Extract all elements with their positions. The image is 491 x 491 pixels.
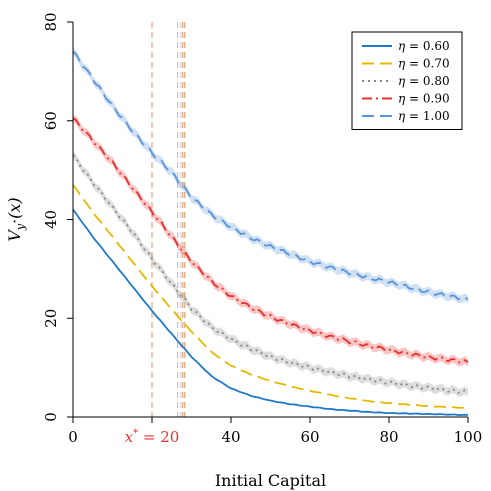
y-tick-label: 60 bbox=[42, 111, 60, 130]
x-axis-ticks: 0 x* = 20 40 60 80 100 bbox=[68, 417, 482, 446]
x-tick-label: 100 bbox=[454, 428, 483, 446]
y-axis-title-arg: (x) bbox=[5, 197, 24, 219]
plot-area bbox=[72, 22, 469, 417]
axes: 0 x* = 20 40 60 80 100 0 20 40 60 80 bbox=[42, 12, 482, 446]
series-lines bbox=[72, 50, 469, 416]
y-tick-label: 40 bbox=[42, 210, 60, 229]
legend-label: η = 1.00 bbox=[398, 109, 450, 123]
series-line bbox=[72, 117, 469, 364]
y-tick-label: 80 bbox=[42, 12, 60, 31]
series-line bbox=[72, 184, 469, 409]
x-tick-label: 60 bbox=[300, 428, 319, 446]
x-tick-label: 0 bbox=[68, 428, 78, 446]
series-line bbox=[72, 50, 469, 301]
x-tick-label: 80 bbox=[379, 428, 398, 446]
legend: η = 0.60 η = 0.70 η = 0.80 η = 0.90 η = 1.00 bbox=[351, 31, 463, 130]
y-axis-ticks: 0 20 40 60 80 bbox=[42, 12, 73, 422]
legend-label: η = 0.60 bbox=[398, 39, 450, 53]
y-tick-label: 20 bbox=[42, 309, 60, 328]
y-axis-title-sub: y bbox=[14, 223, 27, 231]
x-tick-label: x* = 20 bbox=[125, 428, 180, 446]
y-axis-title-main: V bbox=[5, 229, 24, 242]
series-band bbox=[73, 114, 468, 367]
legend-label: η = 0.80 bbox=[398, 74, 450, 88]
y-tick-label: 0 bbox=[42, 412, 60, 422]
legend-label: η = 0.70 bbox=[398, 57, 450, 71]
legend-label: η = 0.90 bbox=[398, 92, 450, 106]
y-axis-title: Vy⋆(x) bbox=[5, 197, 27, 241]
vertical-reference-lines bbox=[151, 22, 186, 417]
y-axis-title-sup: ⋆ bbox=[10, 219, 19, 224]
x-tick-label: 40 bbox=[221, 428, 240, 446]
series-line bbox=[72, 209, 469, 416]
x-axis-title: Initial Capital bbox=[215, 471, 326, 490]
legend-box bbox=[351, 31, 463, 130]
series-line bbox=[72, 154, 469, 394]
